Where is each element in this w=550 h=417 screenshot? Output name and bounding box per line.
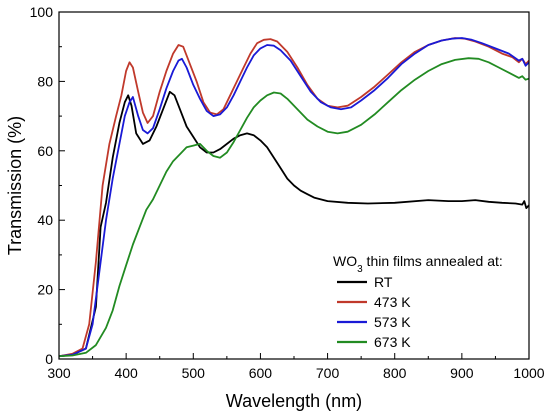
y-tick-label: 60 [37,143,53,159]
legend-entry-label: 473 K [374,294,411,310]
series-line-673-k [58,57,530,358]
y-tick-label: 0 [45,351,53,367]
legend: WO3 thin films annealed at: RT 473 K 573 K… [333,253,503,350]
ticks-layer: 300 400 500 600 700 800 900 1000 0 20 40 60 80 100 [30,4,545,381]
x-tick-label: 800 [383,365,407,381]
series-layer [58,37,530,358]
x-tick-label: 300 [47,365,71,381]
legend-entry-label: RT [374,274,393,290]
x-axis-title: Wavelength (nm) [226,391,362,411]
x-tick-label: 1000 [513,365,544,381]
y-tick-label: 20 [37,282,53,298]
x-tick-label: 700 [316,365,340,381]
y-axis-title: Transmission (%) [5,116,25,255]
legend-title-subscript: 3 [357,264,363,275]
series-line-573-k [58,37,530,358]
x-tick-label: 900 [450,365,474,381]
legend-title-main: WO [333,253,357,269]
legend-entry-label: 673 K [374,334,411,350]
legend-entries: RT 473 K 573 K 673 K [337,274,411,350]
x-tick-label: 600 [249,365,273,381]
legend-title-rest: thin films annealed at: [363,253,503,269]
x-tick-label: 400 [114,365,138,381]
series-line-473-k [58,37,530,358]
x-tick-label: 500 [182,365,206,381]
legend-entry-label: 573 K [374,314,411,330]
y-tick-label: 40 [37,212,53,228]
y-tick-label: 80 [37,73,53,89]
legend-title: WO3 thin films annealed at: [333,253,503,275]
y-tick-label: 100 [30,4,54,20]
series-line-rt [58,90,530,358]
